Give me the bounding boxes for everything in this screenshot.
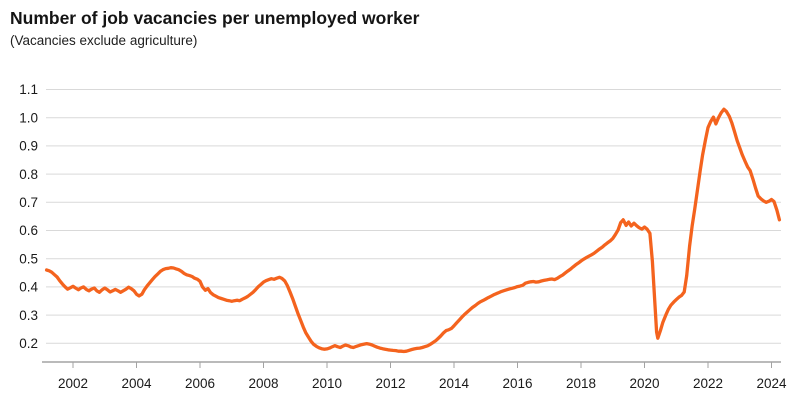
y-axis-tick-label: 0.3 bbox=[19, 308, 38, 323]
y-axis-tick-label: 1.0 bbox=[19, 110, 38, 125]
y-axis-tick-label: 0.2 bbox=[19, 336, 38, 351]
x-axis-tick-label: 2022 bbox=[693, 376, 723, 391]
x-axis-tick-label: 2018 bbox=[566, 376, 596, 391]
x-axis-tick-label: 2012 bbox=[375, 376, 405, 391]
x-axis-tick-label: 2024 bbox=[756, 376, 787, 391]
x-axis-tick-label: 2010 bbox=[312, 376, 342, 391]
y-axis-tick-label: 1.1 bbox=[19, 82, 38, 97]
x-axis-tick-label: 2020 bbox=[629, 376, 659, 391]
y-axis-tick-label: 0.9 bbox=[19, 139, 38, 154]
x-axis-tick-label: 2002 bbox=[58, 376, 88, 391]
x-axis-tick-label: 2004 bbox=[121, 376, 152, 391]
x-axis-tick-label: 2016 bbox=[502, 376, 532, 391]
x-axis-tick-label: 2006 bbox=[185, 376, 215, 391]
y-axis-tick-label: 0.4 bbox=[19, 280, 38, 295]
y-axis-tick-label: 0.6 bbox=[19, 223, 38, 238]
x-axis-tick-label: 2008 bbox=[248, 376, 278, 391]
y-axis-tick-label: 0.5 bbox=[19, 251, 38, 266]
y-axis-tick-label: 0.8 bbox=[19, 167, 38, 182]
x-axis-tick-label: 2014 bbox=[439, 376, 470, 391]
y-axis-tick-label: 0.7 bbox=[19, 195, 38, 210]
chart-subtitle: (Vacancies exclude agriculture) bbox=[10, 33, 198, 48]
chart-title: Number of job vacancies per unemployed w… bbox=[10, 8, 420, 28]
series-line-vacancies-per-unemployed bbox=[44, 107, 782, 354]
